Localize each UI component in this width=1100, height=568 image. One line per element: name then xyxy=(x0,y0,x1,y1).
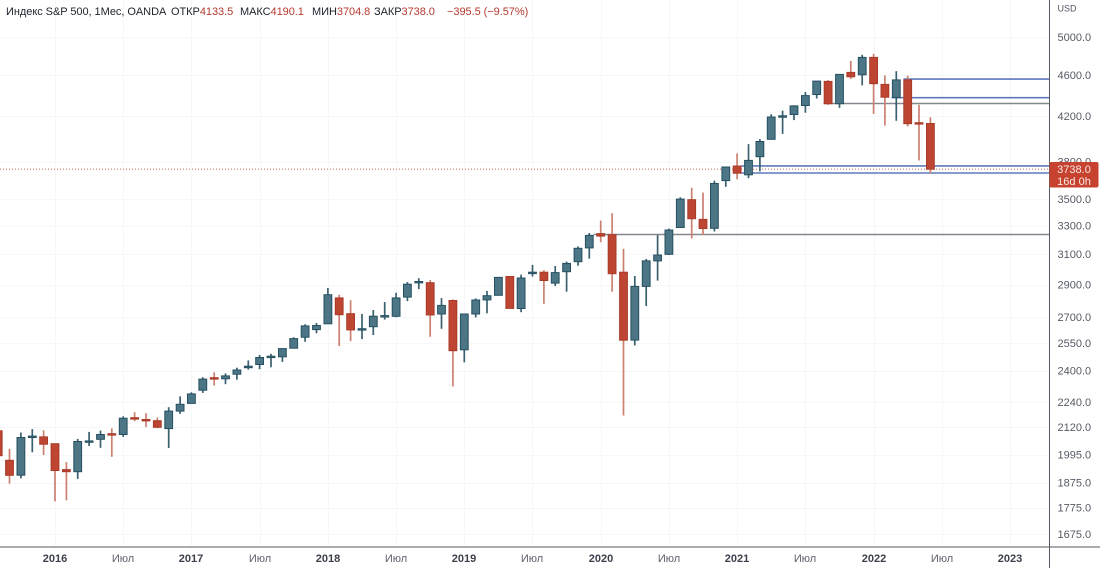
svg-text:3300.0: 3300.0 xyxy=(1058,221,1092,233)
svg-text:2016: 2016 xyxy=(43,553,67,565)
svg-text:1995.0: 1995.0 xyxy=(1058,449,1092,461)
svg-text:4600.0: 4600.0 xyxy=(1058,70,1092,82)
svg-text:2019: 2019 xyxy=(452,553,476,565)
svg-text:2400.0: 2400.0 xyxy=(1058,365,1092,377)
svg-text:2240.0: 2240.0 xyxy=(1058,397,1092,409)
svg-text:Июл: Июл xyxy=(658,553,680,565)
svg-text:1775.0: 1775.0 xyxy=(1058,503,1092,515)
svg-text:2017: 2017 xyxy=(179,553,203,565)
svg-text:USD: USD xyxy=(1058,4,1078,14)
svg-text:2900.0: 2900.0 xyxy=(1058,279,1092,291)
svg-text:2018: 2018 xyxy=(316,553,340,565)
svg-text:4200.0: 4200.0 xyxy=(1058,111,1092,123)
svg-text:2550.0: 2550.0 xyxy=(1058,338,1092,350)
svg-text:2020: 2020 xyxy=(589,553,613,565)
svg-text:ЗАКР3738.0: ЗАКР3738.0 xyxy=(374,6,435,18)
svg-text:−395.5 (−9.57%): −395.5 (−9.57%) xyxy=(447,6,528,18)
svg-text:2700.0: 2700.0 xyxy=(1058,312,1092,324)
svg-text:2023: 2023 xyxy=(998,553,1022,565)
svg-text:Индекс S&P 500, 1Мес, OANDA: Индекс S&P 500, 1Мес, OANDA xyxy=(6,6,167,18)
svg-text:3500.0: 3500.0 xyxy=(1058,194,1092,206)
svg-text:5000.0: 5000.0 xyxy=(1058,32,1092,44)
svg-text:2022: 2022 xyxy=(862,553,886,565)
svg-text:Июл: Июл xyxy=(521,553,543,565)
svg-text:3100.0: 3100.0 xyxy=(1058,249,1092,261)
svg-text:1875.0: 1875.0 xyxy=(1058,478,1092,490)
svg-text:Июл: Июл xyxy=(249,553,271,565)
svg-text:МАКС4190.1: МАКС4190.1 xyxy=(240,6,304,18)
svg-text:1675.0: 1675.0 xyxy=(1058,529,1092,541)
svg-text:Июл: Июл xyxy=(931,553,953,565)
svg-text:ОТКР4133.5: ОТКР4133.5 xyxy=(171,6,233,18)
svg-text:2120.0: 2120.0 xyxy=(1058,422,1092,434)
svg-text:Июл: Июл xyxy=(385,553,407,565)
svg-text:3738.0: 3738.0 xyxy=(1057,164,1091,176)
svg-text:2021: 2021 xyxy=(725,553,749,565)
svg-text:Июл: Июл xyxy=(794,553,816,565)
svg-text:Июл: Июл xyxy=(112,553,134,565)
svg-text:МИН3704.8: МИН3704.8 xyxy=(312,6,370,18)
svg-text:16d 0h: 16d 0h xyxy=(1057,176,1091,188)
